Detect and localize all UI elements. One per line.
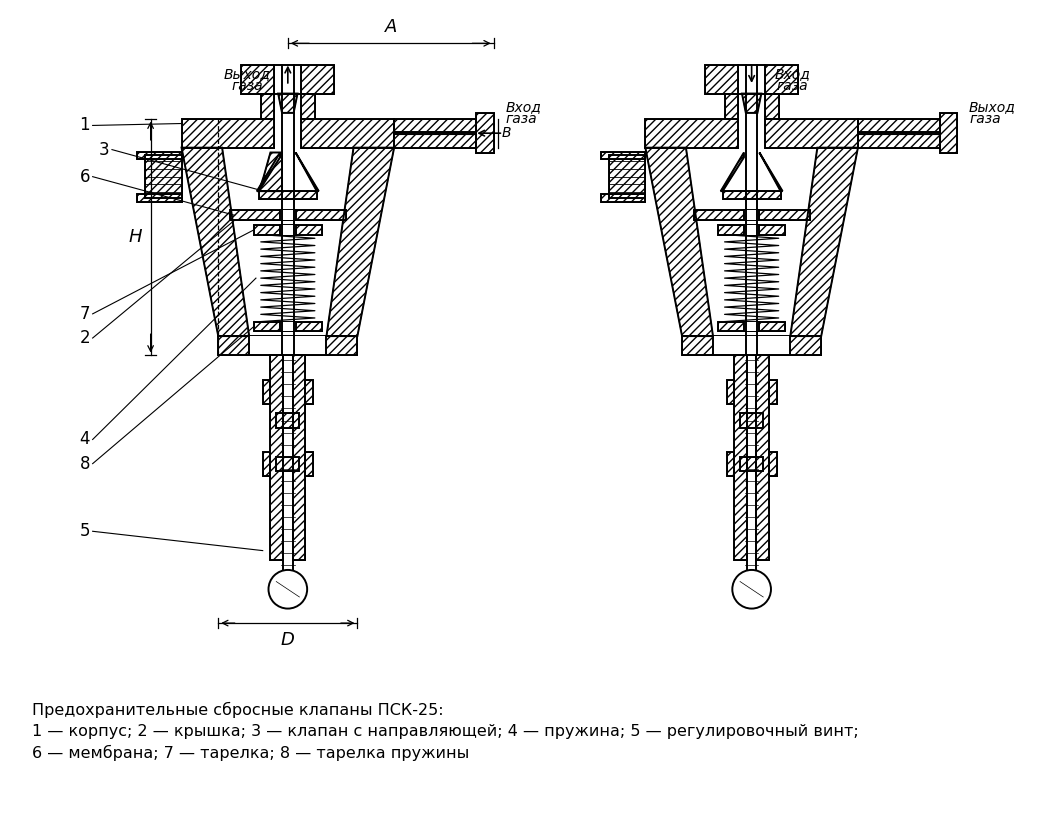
Polygon shape: [727, 452, 734, 476]
Polygon shape: [276, 457, 299, 471]
Polygon shape: [734, 355, 747, 560]
Text: газа: газа: [231, 79, 263, 92]
Polygon shape: [682, 336, 821, 355]
Polygon shape: [740, 413, 763, 428]
Text: Вход: Вход: [505, 100, 541, 114]
Bar: [744, 210, 760, 220]
Text: B: B: [502, 126, 511, 140]
Polygon shape: [219, 336, 358, 355]
Text: Выход: Выход: [969, 100, 1016, 114]
Bar: [280, 225, 296, 235]
Polygon shape: [306, 452, 313, 476]
Polygon shape: [609, 155, 645, 198]
Text: 8: 8: [80, 455, 90, 473]
Polygon shape: [940, 113, 957, 154]
Polygon shape: [144, 155, 181, 198]
Polygon shape: [706, 65, 738, 93]
Polygon shape: [725, 93, 738, 119]
Polygon shape: [858, 134, 940, 148]
Polygon shape: [137, 194, 181, 202]
Text: газа: газа: [969, 112, 1001, 126]
Polygon shape: [740, 457, 763, 471]
Text: 6 — мембрана; 7 — тарелка; 8 — тарелка пружины: 6 — мембрана; 7 — тарелка; 8 — тарелка п…: [32, 745, 469, 761]
Polygon shape: [645, 119, 738, 148]
Text: 3: 3: [99, 141, 109, 159]
Text: H: H: [128, 228, 142, 246]
Polygon shape: [765, 65, 798, 93]
Text: 1: 1: [80, 116, 90, 134]
Polygon shape: [259, 191, 317, 199]
Text: 6: 6: [80, 168, 90, 186]
Bar: [280, 321, 296, 331]
Text: газа: газа: [505, 112, 537, 126]
Polygon shape: [720, 152, 744, 191]
Text: A: A: [384, 17, 397, 35]
Polygon shape: [790, 148, 858, 336]
Text: 2: 2: [80, 329, 90, 347]
Polygon shape: [271, 355, 283, 560]
Polygon shape: [276, 413, 299, 428]
Polygon shape: [394, 134, 476, 148]
Polygon shape: [742, 93, 762, 113]
Text: Выход: Выход: [224, 67, 271, 81]
Polygon shape: [301, 119, 394, 148]
Polygon shape: [858, 119, 940, 133]
Polygon shape: [327, 148, 394, 336]
Polygon shape: [254, 225, 321, 235]
Polygon shape: [137, 151, 181, 160]
Bar: [280, 210, 296, 220]
Bar: [744, 225, 760, 235]
Polygon shape: [306, 380, 313, 404]
Polygon shape: [718, 321, 785, 331]
Polygon shape: [254, 321, 321, 331]
Polygon shape: [718, 225, 785, 235]
Polygon shape: [259, 152, 282, 191]
Text: 1 — корпус; 2 — крышка; 3 — клапан с направляющей; 4 — пружина; 5 — регулировочн: 1 — корпус; 2 — крышка; 3 — клапан с нап…: [32, 724, 858, 739]
Bar: [713, 336, 790, 355]
Text: Предохранительные сбросные клапаны ПСК-25:: Предохранительные сбросные клапаны ПСК-2…: [32, 703, 443, 718]
Polygon shape: [765, 119, 858, 148]
Polygon shape: [293, 355, 306, 560]
Polygon shape: [278, 93, 297, 113]
Polygon shape: [301, 65, 334, 93]
Text: газа: газа: [777, 79, 808, 92]
Polygon shape: [694, 210, 810, 220]
Polygon shape: [601, 194, 645, 202]
Polygon shape: [261, 93, 275, 119]
Polygon shape: [727, 380, 734, 404]
Polygon shape: [645, 148, 713, 336]
Polygon shape: [394, 119, 476, 133]
Polygon shape: [601, 151, 645, 160]
Polygon shape: [476, 113, 493, 154]
Polygon shape: [181, 148, 249, 336]
Text: 4: 4: [80, 430, 90, 448]
Text: Вход: Вход: [775, 67, 811, 81]
Text: 5: 5: [80, 522, 90, 540]
Polygon shape: [769, 380, 777, 404]
Polygon shape: [296, 152, 318, 191]
Polygon shape: [769, 452, 777, 476]
Bar: [744, 321, 760, 331]
Polygon shape: [257, 152, 280, 191]
Polygon shape: [181, 119, 275, 148]
Polygon shape: [263, 380, 271, 404]
Bar: [249, 336, 327, 355]
Polygon shape: [301, 93, 315, 119]
Text: 7: 7: [80, 305, 90, 323]
Polygon shape: [760, 152, 783, 191]
Polygon shape: [242, 65, 275, 93]
Text: D: D: [281, 631, 295, 649]
Polygon shape: [230, 210, 346, 220]
Polygon shape: [756, 355, 769, 560]
Polygon shape: [765, 93, 779, 119]
Polygon shape: [263, 452, 271, 476]
Polygon shape: [723, 191, 781, 199]
